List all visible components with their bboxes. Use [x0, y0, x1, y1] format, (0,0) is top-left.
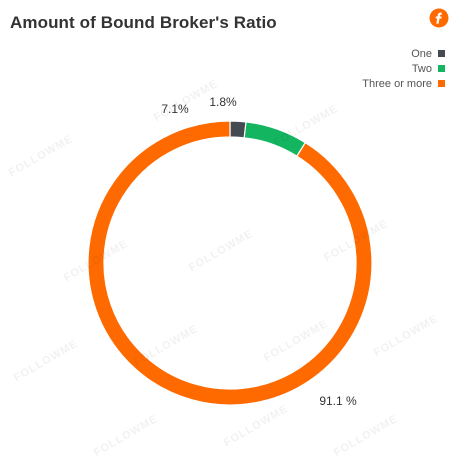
legend-item-one[interactable]: One — [362, 46, 445, 61]
slice-two[interactable] — [243, 121, 307, 158]
legend-item-two[interactable]: Two — [362, 61, 445, 76]
legend-label: One — [411, 47, 432, 60]
legend-label: Three or more — [362, 77, 432, 90]
legend-swatch — [438, 50, 445, 57]
legend-label: Two — [411, 62, 432, 75]
slice-three-or-more[interactable] — [87, 120, 373, 406]
chart-title: Amount of Bound Broker's Ratio — [10, 13, 277, 32]
data-label-three-or-more: 91.1 % — [319, 394, 357, 408]
slice-one[interactable] — [229, 120, 247, 139]
legend-swatch — [438, 65, 445, 72]
followme-logo-icon[interactable] — [429, 8, 449, 28]
legend-swatch — [438, 80, 445, 87]
chart-legend: One Two Three or more — [362, 46, 445, 91]
data-label-one: 1.8% — [209, 95, 237, 109]
legend-item-three-or-more[interactable]: Three or more — [362, 76, 445, 91]
data-label-two: 7.1% — [161, 102, 189, 116]
